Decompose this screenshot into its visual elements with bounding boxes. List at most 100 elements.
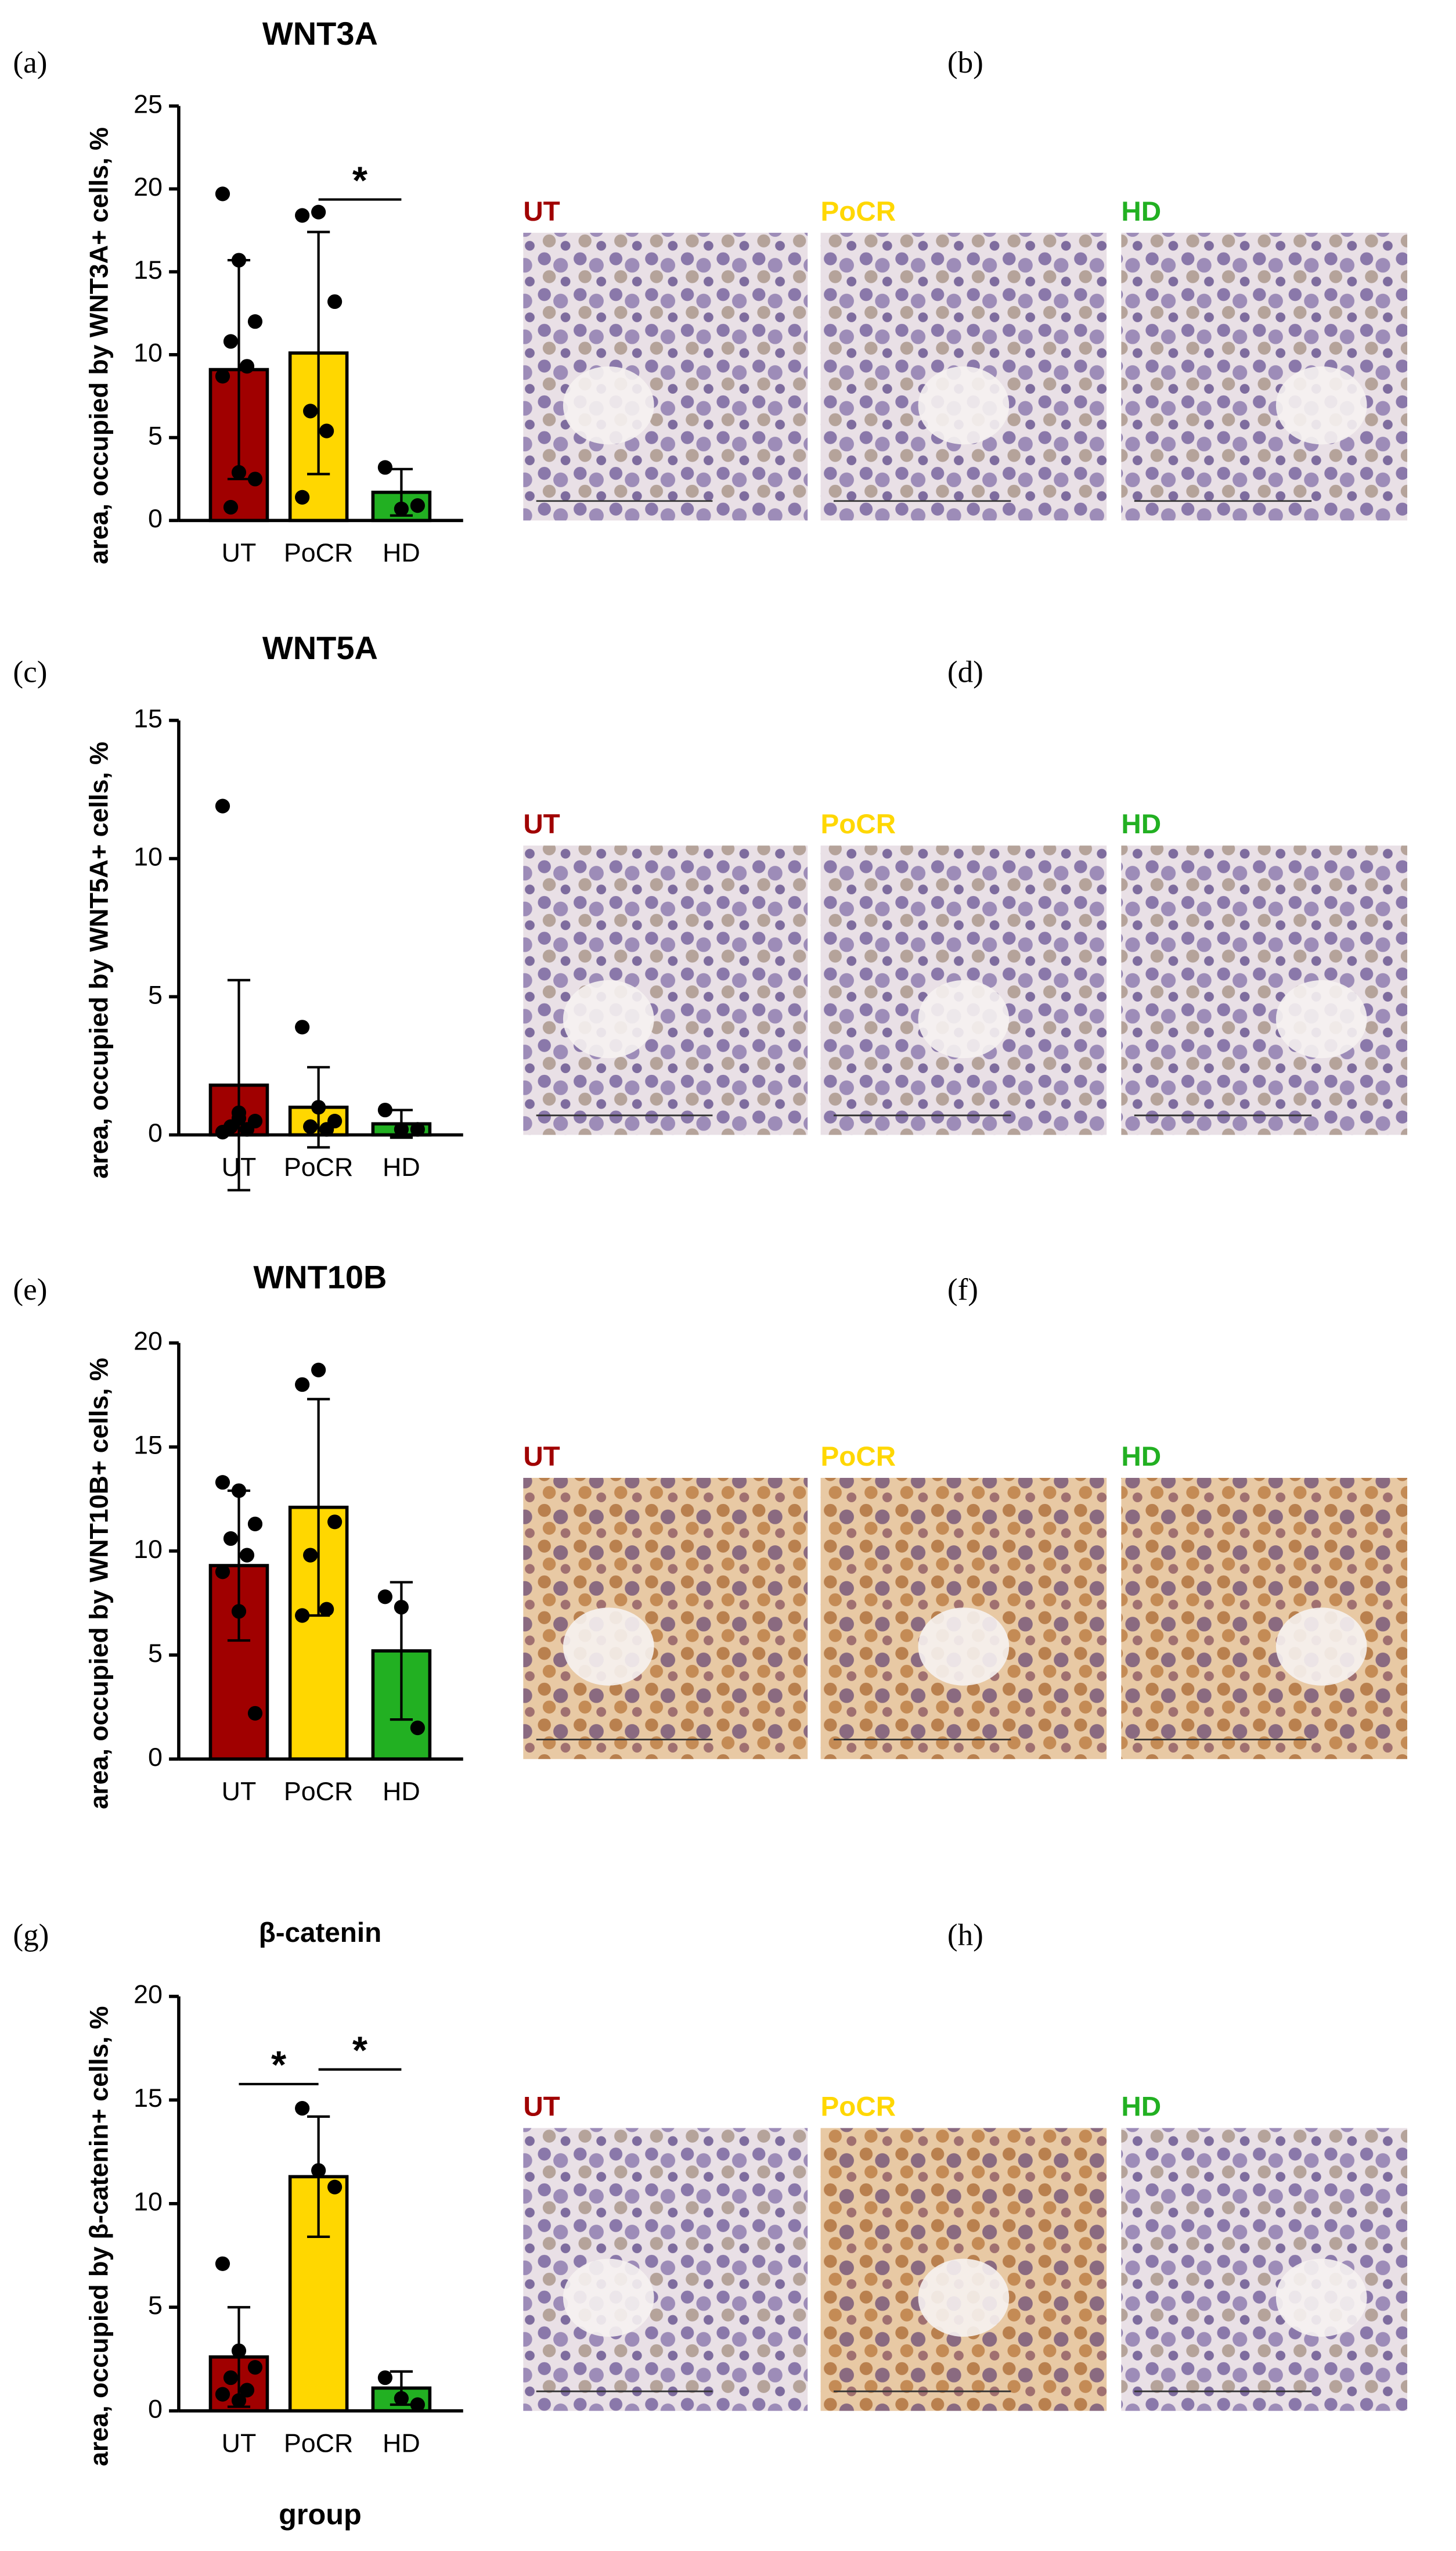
y-tick-label: 25	[134, 89, 163, 118]
data-point	[295, 2101, 310, 2116]
data-point	[247, 472, 263, 487]
data-point	[247, 1706, 263, 1721]
micrograph-label: UT	[523, 2092, 560, 2122]
y-tick-label: 0	[148, 2395, 163, 2424]
chart-title: WNT5A	[262, 629, 378, 666]
data-point	[239, 1122, 255, 1137]
data-point	[215, 369, 230, 384]
data-point	[215, 186, 230, 202]
y-tick-label: 20	[134, 1326, 163, 1355]
x-tick-label: PoCR	[284, 1777, 353, 1806]
micrograph-space	[563, 366, 654, 445]
y-tick-label: 20	[134, 1980, 163, 2009]
micrograph	[1121, 1477, 1408, 1760]
data-point	[295, 1377, 310, 1392]
micrograph-space	[1275, 2258, 1367, 2337]
data-point	[311, 204, 326, 220]
x-tick-label: PoCR	[284, 538, 353, 567]
data-point	[303, 404, 318, 419]
micrograph-label: PoCR	[821, 1441, 896, 1472]
data-point	[303, 1548, 318, 1563]
data-point	[239, 359, 255, 374]
data-point	[223, 334, 239, 349]
data-point	[295, 208, 310, 223]
significance-label: *	[352, 159, 368, 202]
data-point	[215, 2256, 230, 2271]
y-tick-label: 20	[134, 172, 163, 202]
data-point	[394, 2391, 409, 2406]
data-point	[223, 1531, 239, 1546]
data-point	[247, 314, 263, 329]
micrograph-label: PoCR	[821, 196, 896, 227]
data-point	[394, 501, 409, 516]
panel-label: (c)	[13, 654, 47, 689]
micrograph	[523, 845, 808, 1135]
data-point	[377, 460, 392, 475]
data-point	[311, 1100, 326, 1115]
data-point	[215, 798, 230, 814]
micrograph-label: UT	[523, 196, 560, 227]
data-point	[215, 1564, 230, 1579]
data-point	[377, 1589, 392, 1604]
data-point	[410, 1720, 425, 1736]
data-point	[295, 1020, 310, 1035]
y-axis-label: area, occupied by β-catenin+ cells, %	[84, 2006, 113, 2466]
data-point	[215, 1475, 230, 1490]
panel-label: (e)	[13, 1272, 47, 1307]
micrograph-label: PoCR	[821, 2092, 896, 2122]
micrograph-label: HD	[1121, 2092, 1161, 2122]
data-point	[410, 1122, 425, 1137]
y-tick-label: 15	[134, 2084, 163, 2113]
data-point	[410, 498, 425, 513]
data-point	[377, 1102, 392, 1118]
y-tick-label: 0	[148, 504, 163, 533]
micrograph-label: HD	[1121, 809, 1161, 840]
micrograph-space	[918, 2258, 1010, 2337]
data-point	[327, 1514, 343, 1530]
chart-title: WNT10B	[253, 1258, 387, 1295]
panel-label: (g)	[13, 1917, 49, 1952]
significance-label: *	[352, 2028, 368, 2072]
micrograph	[1121, 2128, 1408, 2411]
micrograph-space	[1275, 980, 1367, 1059]
data-point	[311, 1362, 326, 1377]
data-point	[247, 2360, 263, 2375]
y-tick-label: 0	[148, 1118, 163, 1147]
data-point	[327, 2179, 343, 2194]
data-point	[215, 2387, 230, 2402]
data-point	[377, 2370, 392, 2386]
data-point	[239, 2383, 255, 2398]
micrograph	[523, 2128, 808, 2411]
y-tick-label: 15	[134, 1431, 163, 1460]
data-point	[239, 1548, 255, 1563]
micrograph-space	[563, 980, 654, 1059]
data-point	[327, 294, 343, 310]
micrograph-label: PoCR	[821, 809, 896, 840]
micrograph-space	[918, 1607, 1010, 1686]
panel-label: (h)	[947, 1917, 983, 1952]
micrograph-label: UT	[523, 809, 560, 840]
micrograph	[1121, 232, 1408, 521]
data-point	[231, 1483, 247, 1498]
y-tick-label: 5	[148, 421, 163, 450]
data-point	[410, 2397, 425, 2412]
data-point	[231, 2393, 247, 2408]
micrograph	[1121, 845, 1408, 1135]
panel-label: (a)	[13, 45, 47, 80]
x-tick-label: HD	[383, 1153, 420, 1182]
micrograph	[523, 1477, 808, 1760]
x-tick-label: UT	[222, 538, 257, 567]
x-tick-label: UT	[222, 1777, 257, 1806]
y-tick-label: 10	[134, 842, 163, 871]
micrograph-space	[1275, 366, 1367, 445]
data-point	[295, 490, 310, 505]
data-point	[319, 423, 334, 438]
panel-label: (d)	[947, 654, 983, 689]
data-point	[319, 1602, 334, 1617]
x-tick-label: UT	[222, 1153, 257, 1182]
data-point	[319, 1122, 334, 1137]
chart-title: WNT3A	[262, 15, 378, 52]
micrograph-space	[563, 1607, 654, 1686]
data-point	[295, 1608, 310, 1623]
